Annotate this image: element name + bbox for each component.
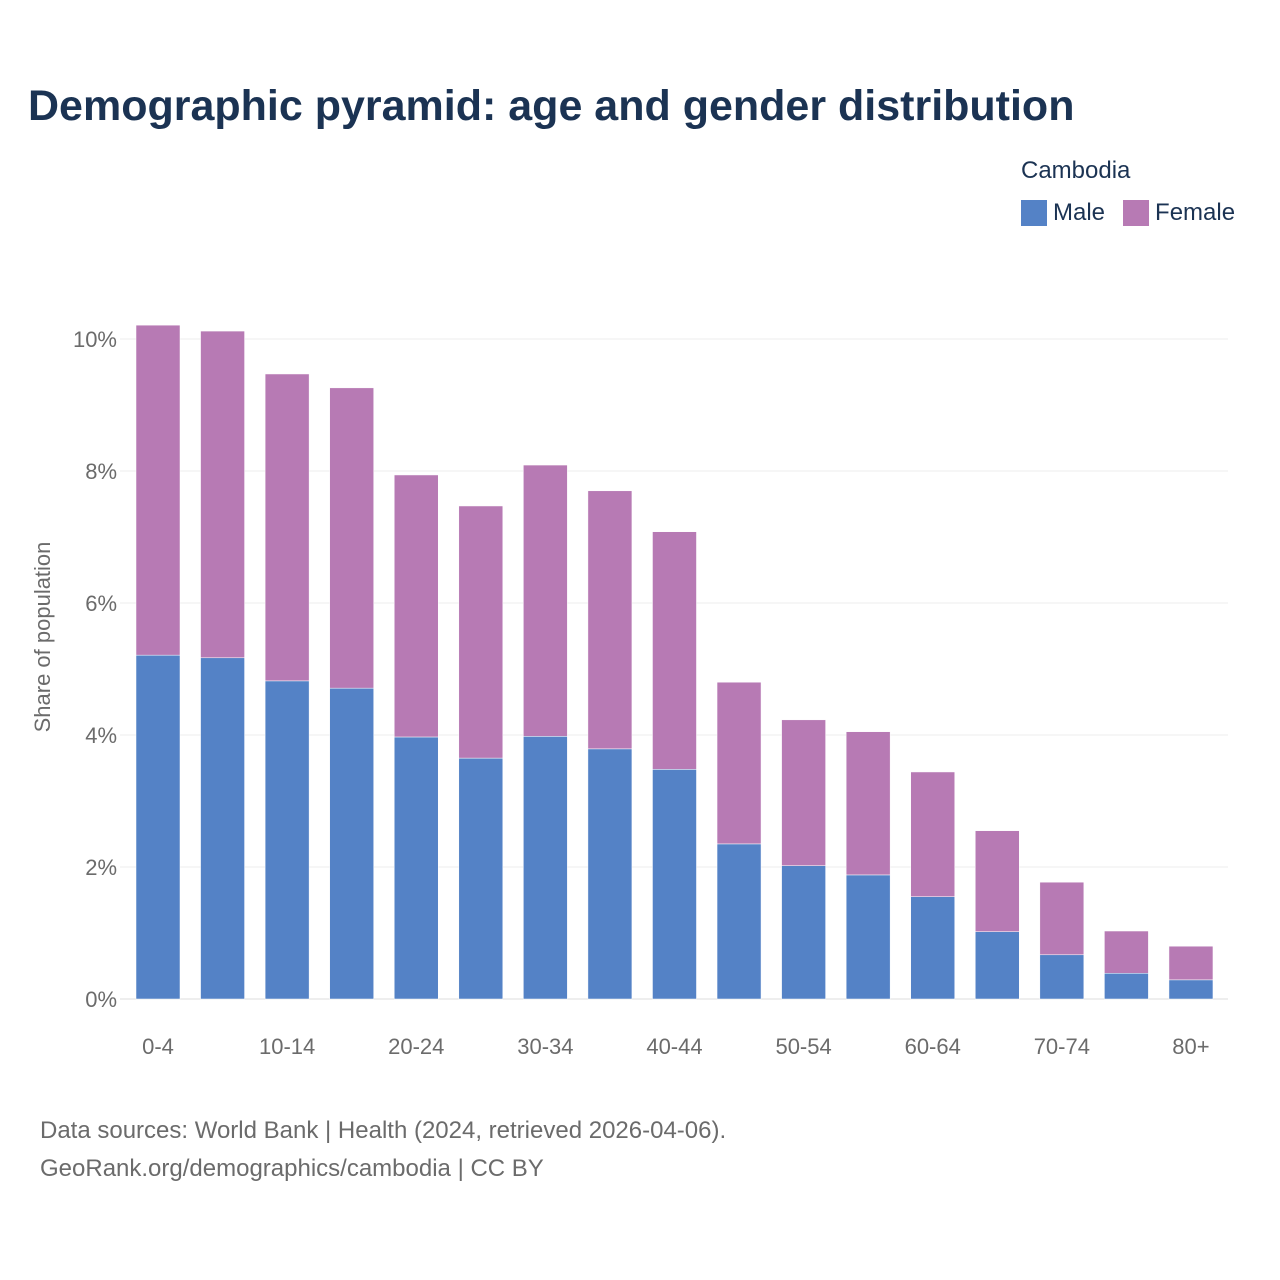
- bar-group-80+: 80+: [1168, 945, 1214, 1000]
- bar-female[interactable]: [458, 505, 504, 759]
- x-tick-label: 80+: [1172, 1034, 1209, 1059]
- bar-female[interactable]: [910, 771, 955, 897]
- bar-male[interactable]: [329, 687, 374, 1000]
- bar-male[interactable]: [1168, 979, 1214, 1000]
- x-tick-label: 60-64: [905, 1034, 961, 1059]
- footer-attribution: GeoRank.org/demographics/cambodia | CC B…: [40, 1155, 544, 1182]
- bar-female[interactable]: [781, 719, 826, 866]
- bar-group-75-79: 75-79: [1104, 930, 1149, 1000]
- bar-male[interactable]: [135, 654, 181, 1000]
- bar-female[interactable]: [1104, 930, 1149, 974]
- bar-group-15-19: 15-19: [329, 387, 374, 1000]
- bar-group-70-74: 70-74: [1039, 881, 1085, 1000]
- x-tick-label: 50-54: [775, 1034, 831, 1059]
- bar-group-20-24: 20-24: [393, 474, 439, 1000]
- x-tick-label: 30-34: [517, 1034, 573, 1059]
- bar-female[interactable]: [587, 490, 633, 750]
- bar-female[interactable]: [264, 373, 310, 682]
- x-tick-label: 70-74: [1034, 1034, 1090, 1059]
- bar-male[interactable]: [523, 736, 568, 1000]
- bar-group-60-64: 60-64: [910, 771, 955, 1000]
- bar-male[interactable]: [781, 865, 826, 1000]
- bar-male[interactable]: [845, 874, 891, 1000]
- bar-female[interactable]: [1039, 881, 1085, 956]
- bar-female[interactable]: [716, 681, 762, 845]
- bar-male[interactable]: [587, 748, 633, 1000]
- bar-group-45-49: 45-49: [716, 681, 762, 1000]
- y-tick-label: 6%: [85, 591, 117, 616]
- bar-male[interactable]: [910, 896, 955, 1000]
- legend: Male Female: [1021, 199, 1235, 227]
- y-tick-label: 8%: [85, 459, 117, 484]
- legend-item-male[interactable]: Male: [1021, 199, 1105, 227]
- y-axis-label: Share of population: [30, 542, 55, 733]
- bar-male[interactable]: [393, 736, 439, 1000]
- bar-group-40-44: 40-44: [652, 531, 697, 1000]
- footer-source: Data sources: World Bank | Health (2024,…: [40, 1117, 727, 1144]
- bar-female[interactable]: [329, 387, 374, 689]
- legend-label-female: Female: [1155, 199, 1236, 226]
- bar-male[interactable]: [458, 757, 504, 1000]
- bar-female[interactable]: [1168, 945, 1214, 981]
- bar-group-55-59: 55-59: [845, 731, 891, 1000]
- bar-male[interactable]: [652, 769, 697, 1000]
- bar-male[interactable]: [716, 843, 762, 1000]
- x-tick-label: 0-4: [142, 1034, 174, 1059]
- bar-group-30-34: 30-34: [523, 464, 568, 1000]
- x-tick-label: 10-14: [259, 1034, 315, 1059]
- x-tick-label: 40-44: [646, 1034, 702, 1059]
- bar-male[interactable]: [200, 657, 245, 1000]
- x-tick-label: 20-24: [388, 1034, 444, 1059]
- bar-group-25-29: 25-29: [458, 505, 504, 1000]
- legend-item-female[interactable]: Female: [1123, 199, 1235, 227]
- bar-male[interactable]: [1039, 954, 1085, 1000]
- bar-group-5-9: 5-9: [200, 330, 245, 1000]
- y-tick-label: 0%: [85, 987, 117, 1012]
- y-tick-label: 2%: [85, 855, 117, 880]
- chart-title: Demographic pyramid: age and gender dist…: [28, 82, 1075, 130]
- bar-group-35-39: 35-39: [587, 490, 633, 1000]
- bar-male[interactable]: [264, 680, 310, 1000]
- bar-female[interactable]: [393, 474, 439, 738]
- bar-female[interactable]: [523, 464, 568, 737]
- bar-female[interactable]: [652, 531, 697, 770]
- bar-group-50-54: 50-54: [781, 719, 826, 1000]
- bar-female[interactable]: [975, 830, 1020, 932]
- legend-swatch-male: [1021, 200, 1047, 226]
- bar-group-10-14: 10-14: [264, 373, 310, 1000]
- bar-male[interactable]: [975, 931, 1020, 1000]
- y-tick-label: 4%: [85, 723, 117, 748]
- bar-female[interactable]: [845, 731, 891, 876]
- legend-title: Cambodia: [1021, 157, 1131, 184]
- bar-group-0-4: 0-4: [135, 324, 181, 1000]
- legend-swatch-female: [1123, 200, 1150, 226]
- legend-label-male: Male: [1053, 199, 1106, 226]
- y-tick-label: 10%: [73, 327, 117, 352]
- bar-female[interactable]: [200, 330, 245, 659]
- bar-male[interactable]: [1104, 973, 1149, 1000]
- bar-female[interactable]: [135, 324, 181, 656]
- bar-group-65-69: 65-69: [975, 830, 1020, 1000]
